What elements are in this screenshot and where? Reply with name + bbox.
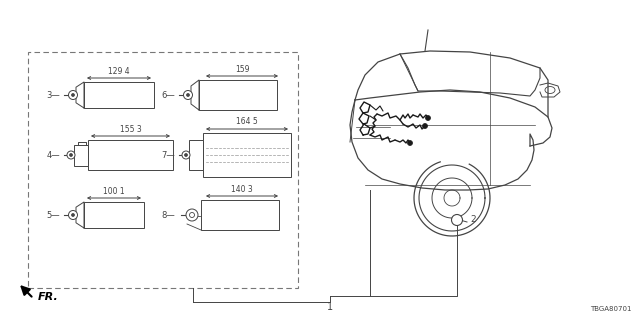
Text: 159: 159 bbox=[235, 65, 249, 74]
Text: 2: 2 bbox=[470, 215, 476, 225]
Text: 7—: 7— bbox=[161, 150, 175, 159]
Text: 129 4: 129 4 bbox=[108, 67, 130, 76]
Text: 164 5: 164 5 bbox=[236, 117, 258, 126]
Bar bbox=[189, 140, 203, 170]
Circle shape bbox=[184, 154, 188, 156]
Polygon shape bbox=[76, 202, 84, 228]
Circle shape bbox=[68, 91, 77, 100]
Text: 5—: 5— bbox=[46, 211, 60, 220]
Circle shape bbox=[67, 151, 75, 159]
Polygon shape bbox=[540, 83, 560, 97]
Text: 140 3: 140 3 bbox=[231, 185, 253, 194]
Bar bbox=[201, 200, 279, 230]
Circle shape bbox=[68, 211, 77, 220]
Circle shape bbox=[408, 140, 413, 146]
Text: 100 1: 100 1 bbox=[103, 187, 125, 196]
Bar bbox=[88, 140, 173, 170]
Text: 3—: 3— bbox=[46, 91, 60, 100]
Circle shape bbox=[422, 124, 428, 129]
Text: 8—: 8— bbox=[161, 211, 175, 220]
Circle shape bbox=[72, 213, 74, 217]
Text: TBGA80701: TBGA80701 bbox=[591, 306, 632, 312]
Circle shape bbox=[189, 212, 195, 218]
Text: FR.: FR. bbox=[38, 292, 58, 301]
Polygon shape bbox=[191, 80, 199, 110]
Bar bbox=[203, 133, 291, 177]
Circle shape bbox=[451, 214, 463, 226]
Bar bbox=[199, 80, 277, 110]
Circle shape bbox=[72, 93, 74, 97]
Text: 1: 1 bbox=[327, 302, 333, 312]
Bar bbox=[84, 202, 144, 228]
Bar bbox=[74, 145, 88, 165]
Bar bbox=[84, 82, 154, 108]
Text: 4—: 4— bbox=[46, 150, 60, 159]
Circle shape bbox=[186, 209, 198, 221]
Circle shape bbox=[70, 154, 72, 156]
Circle shape bbox=[426, 116, 431, 121]
Circle shape bbox=[186, 93, 189, 97]
Circle shape bbox=[182, 151, 190, 159]
Polygon shape bbox=[76, 82, 84, 108]
Text: 155 3: 155 3 bbox=[120, 124, 141, 133]
Circle shape bbox=[184, 91, 193, 100]
Ellipse shape bbox=[545, 86, 555, 93]
Text: 6—: 6— bbox=[161, 91, 175, 100]
